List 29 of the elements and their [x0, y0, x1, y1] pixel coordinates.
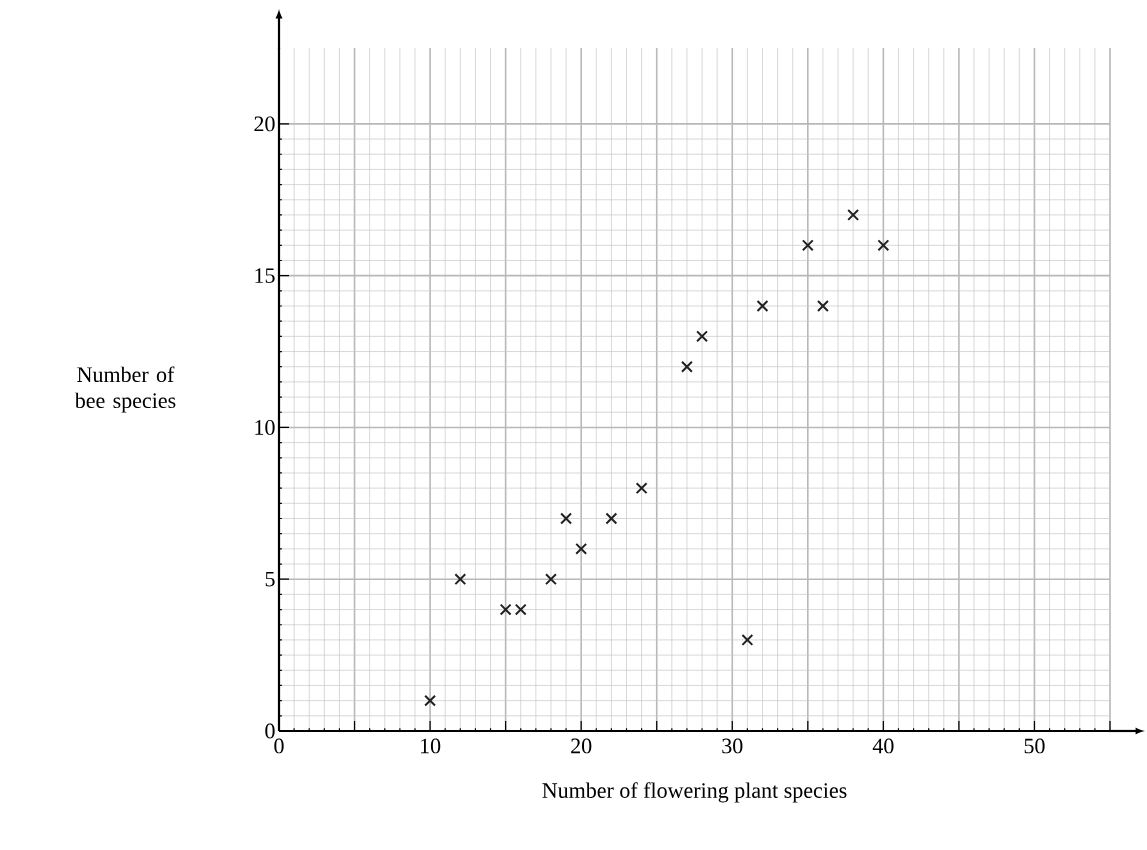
- point: [696, 330, 708, 343]
- point: [605, 512, 618, 525]
- point: [741, 633, 754, 646]
- point: [514, 603, 527, 616]
- x-tick-label: 20: [571, 738, 592, 754]
- point: [847, 208, 860, 221]
- y-tick-label: 10: [255, 420, 275, 435]
- point: [499, 603, 512, 616]
- point: [756, 300, 769, 312]
- point: [680, 360, 693, 373]
- point: [575, 542, 588, 555]
- point: [877, 239, 890, 252]
- point: [545, 573, 557, 586]
- y-tick-label: 5: [265, 571, 275, 587]
- x-tick-label: 30: [722, 738, 743, 754]
- point: [424, 694, 437, 707]
- y-axis-title: Number of bee species: [74, 366, 176, 413]
- point: [454, 573, 467, 586]
- x-tick-label: 50: [1024, 738, 1045, 754]
- y-tick-label: 20: [254, 116, 275, 132]
- y-tick-label: 15: [255, 268, 275, 284]
- x-tick-label: 40: [872, 738, 894, 754]
- y-tick-label: 0: [265, 723, 275, 739]
- point: [560, 512, 573, 525]
- point: [816, 300, 829, 312]
- point: [635, 482, 648, 495]
- x-tick-label: 10: [421, 738, 441, 754]
- x-axis-title: Number of flowering plant species: [542, 782, 847, 803]
- point: [801, 239, 814, 252]
